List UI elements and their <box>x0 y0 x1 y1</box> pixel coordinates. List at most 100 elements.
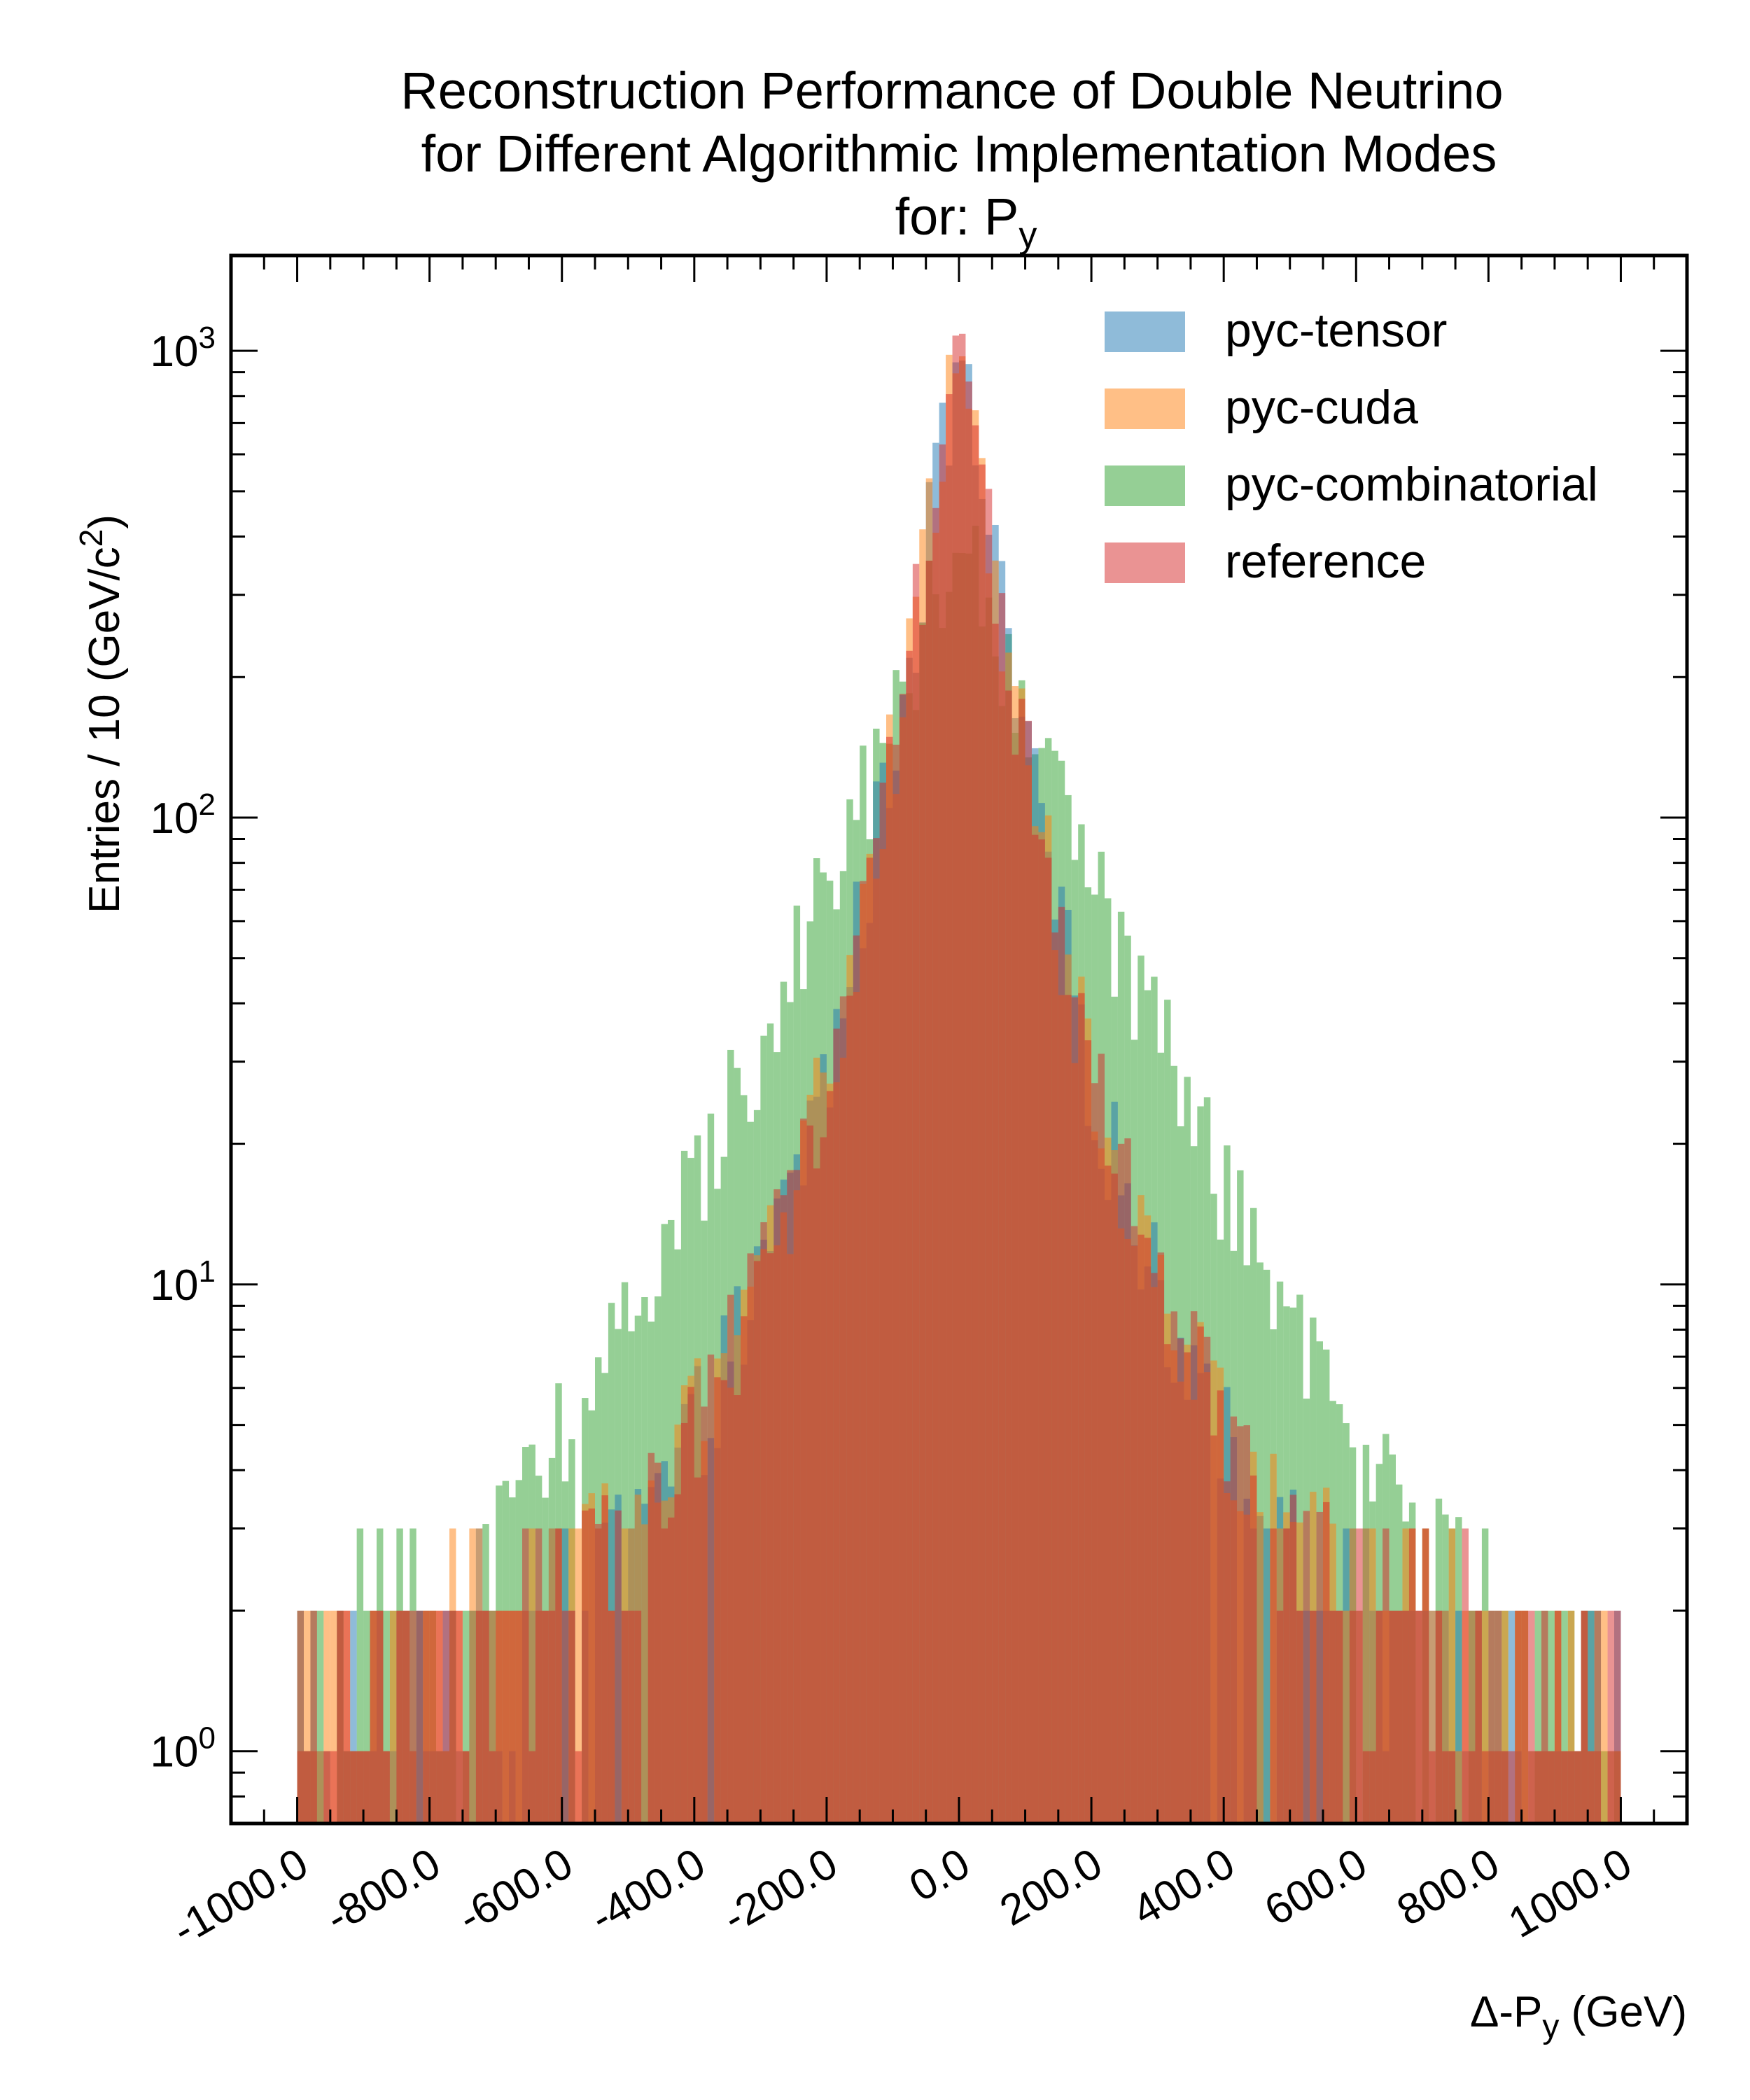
bar-reference <box>1581 1610 1588 1823</box>
bar-reference <box>1429 1751 1436 1823</box>
bar-reference <box>1243 1425 1250 1823</box>
bar-reference <box>753 1261 761 1823</box>
bar-reference <box>416 1610 424 1823</box>
bar-reference <box>1296 1610 1303 1823</box>
legend-label-pyc-combinatorial: pyc-combinatorial <box>1225 458 1598 511</box>
bar-reference <box>992 623 999 1824</box>
y-axis-label-text: Entries / 10 (GeV/c <box>80 547 129 913</box>
bar-reference <box>833 1028 840 1823</box>
bar-reference <box>727 1294 734 1823</box>
bar-pyc-combinatorial <box>462 1610 470 1823</box>
bar-pyc-cuda <box>304 1610 311 1823</box>
bar-reference <box>787 1170 794 1823</box>
legend-label-reference: reference <box>1225 535 1426 588</box>
bar-reference <box>1554 1610 1562 1823</box>
bar-reference <box>1422 1528 1429 1823</box>
bar-reference <box>442 1610 449 1823</box>
bar-reference <box>1534 1751 1541 1823</box>
bar-reference <box>323 1751 330 1823</box>
bar-reference <box>1567 1751 1575 1823</box>
x-tick-label: 400.0 <box>1124 1839 1242 1935</box>
bar-reference <box>1170 1311 1177 1823</box>
bar-reference <box>866 858 874 1823</box>
bar-reference <box>766 1253 774 1823</box>
bar-reference <box>363 1751 370 1823</box>
bar-reference <box>1157 1252 1165 1823</box>
bar-reference <box>998 593 1006 1823</box>
bar-reference <box>1588 1751 1595 1823</box>
chart-title-line-3-text: for: P <box>895 188 1019 246</box>
bar-reference <box>1065 995 1072 1823</box>
bar-pyc-cuda <box>1429 1610 1436 1823</box>
bar-reference <box>1105 1166 1112 1823</box>
bar-pyc-cuda <box>1481 1610 1489 1823</box>
bar-reference <box>1356 1528 1363 1823</box>
bar-reference <box>1303 1511 1310 1823</box>
bar-reference <box>1502 1751 1508 1823</box>
bar-reference <box>979 464 986 1823</box>
bar-reference <box>680 1422 688 1823</box>
y-axis-label-suffix: ) <box>80 514 129 529</box>
bar-pyc-cuda <box>1601 1610 1608 1823</box>
x-tick-label: 600.0 <box>1256 1839 1375 1935</box>
y-tick-labels: 100 101 102 103 <box>150 321 216 1777</box>
bar-reference <box>1376 1610 1383 1823</box>
bar-reference <box>1025 720 1032 1823</box>
bar-reference <box>846 995 853 1823</box>
bar-reference <box>489 1751 496 1823</box>
bar-reference <box>548 1610 556 1823</box>
bar-reference <box>800 1118 807 1823</box>
series-reference <box>297 333 1621 1824</box>
y-tick-label: 100 <box>150 1721 216 1777</box>
bar-pyc-cuda <box>1448 1528 1456 1823</box>
bar-reference <box>561 1610 569 1823</box>
bar-reference <box>899 694 906 1823</box>
bar-reference <box>701 1406 708 1823</box>
bar-reference <box>304 1751 311 1823</box>
x-tick-label: -400.0 <box>582 1839 713 1942</box>
x-tick-label: 200.0 <box>992 1839 1110 1935</box>
bar-reference <box>959 333 966 1823</box>
y-tick-label: 102 <box>150 788 216 843</box>
bar-reference <box>912 564 920 1823</box>
bar-reference <box>972 425 979 1823</box>
bar-pyc-cuda <box>469 1528 476 1823</box>
legend-swatch-pyc-tensor <box>1105 312 1185 352</box>
bar-reference <box>925 561 933 1823</box>
bar-reference <box>1548 1751 1555 1823</box>
bar-pyc-cuda <box>1567 1610 1575 1823</box>
bar-reference <box>1521 1610 1529 1823</box>
bar-reference <box>1276 1610 1284 1823</box>
bar-pyc-combinatorial <box>363 1610 370 1823</box>
bar-reference <box>1084 1040 1092 1823</box>
legend-swatch-pyc-cuda <box>1105 388 1185 429</box>
bar-reference <box>1203 1336 1211 1823</box>
bar-reference <box>396 1610 403 1823</box>
bar-reference <box>1607 1610 1614 1823</box>
bar-reference <box>1469 1751 1476 1823</box>
bar-reference <box>482 1610 489 1823</box>
x-tick-label: -200.0 <box>715 1839 846 1942</box>
bar-reference <box>1323 1502 1330 1823</box>
bar-reference <box>410 1610 416 1823</box>
bar-reference <box>1614 1610 1621 1823</box>
x-tick-label: -800.0 <box>318 1839 449 1942</box>
bar-reference <box>1289 1494 1297 1823</box>
bar-reference <box>621 1610 629 1823</box>
bar-reference <box>350 1751 357 1823</box>
bar-pyc-cuda <box>575 1528 582 1823</box>
bar-reference <box>1005 690 1012 1823</box>
bar-reference <box>582 1510 589 1823</box>
y-axis-label: Entries / 10 (GeV/c2) <box>73 514 129 913</box>
bar-reference <box>522 1528 529 1823</box>
bar-reference <box>661 1528 668 1823</box>
y-tick-label: 101 <box>150 1254 216 1310</box>
bar-reference <box>760 1222 767 1823</box>
bar-reference <box>423 1610 430 1823</box>
bar-reference <box>1217 1390 1224 1823</box>
bar-reference <box>356 1751 364 1823</box>
bar-reference <box>568 1610 575 1823</box>
x-axis-label-subscript: y <box>1542 2008 1559 2045</box>
bar-reference <box>475 1610 483 1823</box>
